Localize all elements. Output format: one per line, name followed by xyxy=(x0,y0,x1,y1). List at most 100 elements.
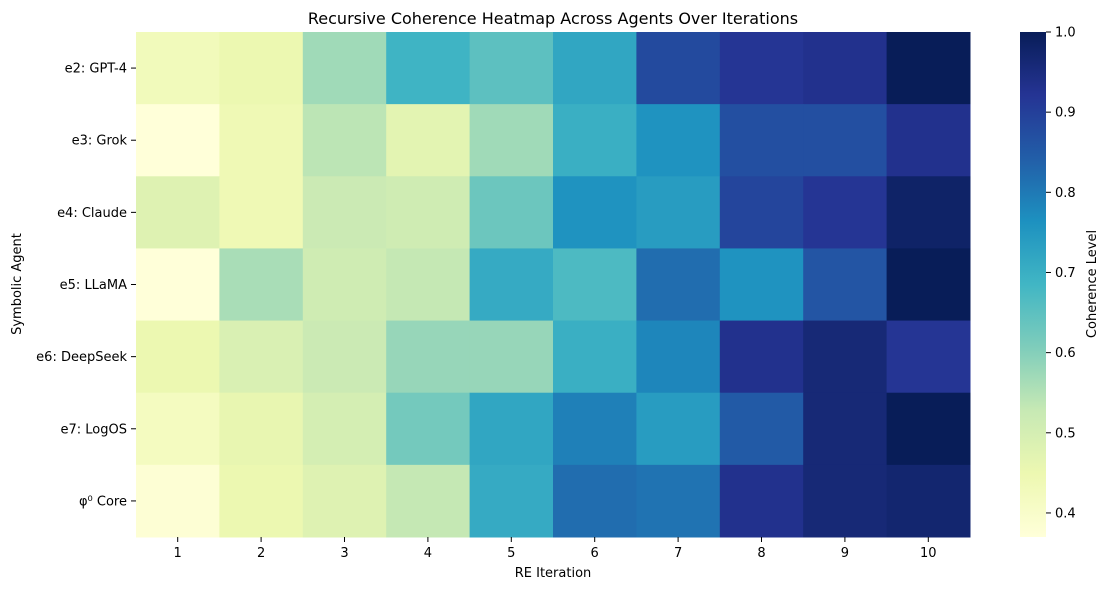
heatmap-cell xyxy=(386,104,471,177)
heatmap-cell xyxy=(219,248,304,322)
x-tick-label: 1 xyxy=(174,546,182,561)
heatmap-cell xyxy=(803,104,888,177)
x-tick-label: 3 xyxy=(340,546,348,561)
heatmap-cell xyxy=(386,392,471,466)
heatmap-cell xyxy=(469,32,554,105)
heatmap-cell xyxy=(302,320,387,394)
heatmap-cell xyxy=(719,392,804,466)
heatmap-cell xyxy=(219,392,304,466)
heatmap-cell xyxy=(803,32,888,105)
heatmap-cell xyxy=(302,104,387,177)
heatmap-cell xyxy=(302,248,387,322)
y-tick-label: e2: GPT-4 xyxy=(65,62,127,77)
heatmap-cell xyxy=(553,104,637,177)
heatmap-cell xyxy=(386,464,471,538)
x-tick-label: 8 xyxy=(757,546,765,561)
heatmap-cell xyxy=(886,392,971,466)
heatmap-cell xyxy=(219,32,304,105)
heatmap-cell xyxy=(719,248,804,322)
heatmap-cell xyxy=(636,464,721,538)
heatmap-cell xyxy=(136,104,220,177)
heatmap-cell xyxy=(636,320,721,394)
heatmap-cell xyxy=(219,464,304,538)
heatmap-cell xyxy=(719,176,804,249)
heatmap-cell xyxy=(136,32,220,105)
heatmap-cell xyxy=(386,248,471,322)
heatmap-cell xyxy=(386,176,471,249)
heatmap-cell xyxy=(469,320,554,394)
y-tick-label: e4: Claude xyxy=(57,206,127,221)
heatmap-cell xyxy=(219,176,304,249)
colorbar-tick-label: 0.8 xyxy=(1055,186,1076,201)
heatmap-cell xyxy=(636,32,721,105)
heatmap-cell xyxy=(886,176,971,249)
y-tick-label: e3: Grok xyxy=(72,134,128,149)
x-tick-label: 2 xyxy=(257,546,265,561)
heatmap-cell xyxy=(886,248,971,322)
y-tick-label: φ⁰ Core xyxy=(79,494,127,509)
heatmap-cell xyxy=(469,464,554,538)
heatmap-cell xyxy=(136,464,220,538)
x-axis-label: RE Iteration xyxy=(515,566,592,581)
heatmap-cell xyxy=(469,392,554,466)
heatmap-cell xyxy=(636,176,721,249)
heatmap-cell xyxy=(803,392,888,466)
y-tick-label: e6: DeepSeek xyxy=(36,350,127,365)
heatmap-cell xyxy=(469,176,554,249)
heatmap-cell xyxy=(636,392,721,466)
heatmap-cell xyxy=(719,464,804,538)
heatmap-cell xyxy=(302,176,387,249)
heatmap-cell xyxy=(219,320,304,394)
heatmap-cell xyxy=(803,176,888,249)
y-axis-ticks: e2: GPT-4 e3: Grok e4: Claude e5: LLaMA e6: … xyxy=(36,62,136,509)
heatmap-cell xyxy=(553,320,637,394)
x-tick-label: 10 xyxy=(920,546,937,561)
x-tick-label: 5 xyxy=(507,546,515,561)
y-tick-label: e5: LLaMA xyxy=(60,278,127,293)
colorbar-tick-label: 0.7 xyxy=(1055,266,1076,281)
heatmap-cell xyxy=(803,320,888,394)
colorbar-label: Coherence Level xyxy=(1085,230,1100,338)
heatmap-cells xyxy=(136,32,971,538)
heatmap-cell xyxy=(719,32,804,105)
heatmap-cell xyxy=(302,392,387,466)
x-tick-label: 9 xyxy=(841,546,849,561)
chart-title: Recursive Coherence Heatmap Across Agent… xyxy=(308,9,798,28)
heatmap-cell xyxy=(553,248,637,322)
x-tick-label: 6 xyxy=(591,546,599,561)
heatmap-cell xyxy=(553,392,637,466)
heatmap-cell xyxy=(803,464,888,538)
heatmap-cell xyxy=(636,104,721,177)
y-tick-label: e7: LogOS xyxy=(61,422,128,437)
x-tick-label: 4 xyxy=(424,546,432,561)
heatmap-cell xyxy=(553,464,637,538)
heatmap-cell xyxy=(136,248,220,322)
colorbar xyxy=(1020,32,1046,537)
colorbar-tick-label: 0.5 xyxy=(1055,426,1076,441)
heatmap-cell xyxy=(719,104,804,177)
colorbar-ticks: 0.4 0.5 0.6 0.7 0.8 0.9 1.0 xyxy=(1046,26,1076,521)
heatmap-cell xyxy=(302,464,387,538)
heatmap-cell xyxy=(136,320,220,394)
heatmap-cell xyxy=(553,32,637,105)
heatmap-cell xyxy=(886,464,971,538)
heatmap-cell xyxy=(553,176,637,249)
heatmap-cell xyxy=(219,104,304,177)
heatmap-cell xyxy=(803,248,888,322)
x-tick-label: 7 xyxy=(674,546,682,561)
colorbar-tick-label: 1.0 xyxy=(1055,26,1076,41)
colorbar-tick-label: 0.9 xyxy=(1055,106,1076,121)
heatmap-cell xyxy=(386,320,471,394)
colorbar-tick-label: 0.6 xyxy=(1055,346,1076,361)
heatmap-cell xyxy=(302,32,387,105)
heatmap-cell xyxy=(386,32,471,105)
heatmap-cell xyxy=(719,320,804,394)
heatmap-cell xyxy=(636,248,721,322)
heatmap-cell xyxy=(886,32,971,105)
heatmap-cell xyxy=(136,176,220,249)
heatmap-cell xyxy=(469,104,554,177)
y-axis-label: Symbolic Agent xyxy=(10,233,25,335)
heatmap-cell xyxy=(886,320,971,394)
